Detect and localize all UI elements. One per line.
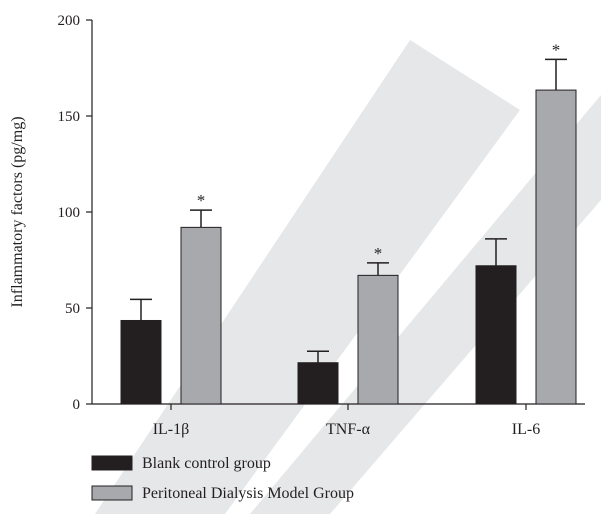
bar bbox=[120, 319, 162, 405]
retracted-watermark bbox=[95, 40, 601, 514]
legend-swatch bbox=[91, 455, 133, 471]
x-tick-label: TNF-α bbox=[326, 421, 371, 438]
y-tick-label: 0 bbox=[73, 397, 81, 413]
bar bbox=[535, 89, 577, 405]
legend-label: Blank control group bbox=[142, 455, 271, 472]
bar bbox=[297, 362, 339, 405]
bar bbox=[475, 265, 517, 405]
significance-marker: * bbox=[552, 40, 561, 59]
legend-swatch bbox=[91, 485, 133, 501]
x-tick-label: IL-6 bbox=[512, 421, 540, 438]
y-tick-label: 200 bbox=[58, 13, 81, 29]
plot-area: 0 50 100 150 200 Inflammatory factors (pg/mg)… bbox=[9, 13, 585, 438]
y-tick-label: 100 bbox=[58, 205, 81, 221]
y-tick-label: 150 bbox=[58, 109, 81, 125]
significance-marker: * bbox=[197, 191, 206, 210]
legend-label: Peritoneal Dialysis Model Group bbox=[142, 485, 354, 502]
y-tick-label: 50 bbox=[65, 301, 80, 317]
x-tick-label: IL-1β bbox=[153, 421, 190, 438]
significance-marker: * bbox=[374, 244, 383, 263]
legend: Blank control group Peritoneal Dialysis M… bbox=[91, 455, 354, 502]
bar bbox=[180, 226, 222, 405]
bar bbox=[357, 274, 399, 405]
y-axis-title: Inflammatory factors (pg/mg) bbox=[9, 116, 26, 307]
